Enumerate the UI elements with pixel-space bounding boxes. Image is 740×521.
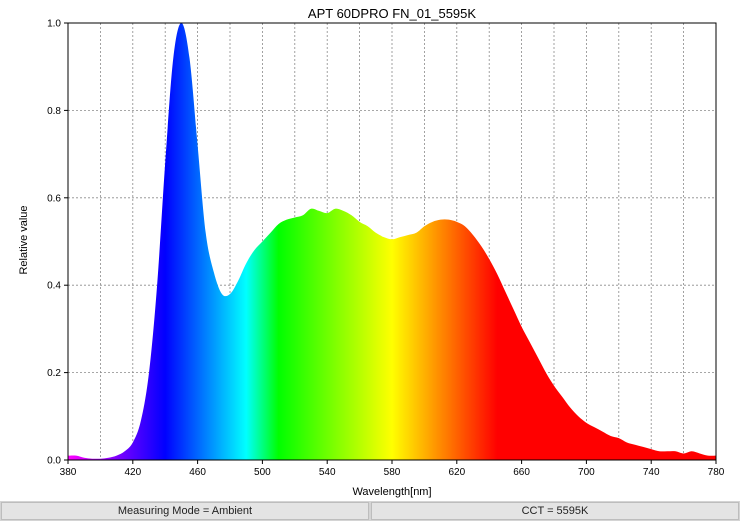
- x-tick-label: 740: [643, 467, 660, 478]
- y-tick-label: 0.0: [47, 456, 61, 467]
- x-axis-title: Wavelength[nm]: [352, 486, 431, 498]
- x-tick-label: 540: [319, 467, 336, 478]
- measuring-mode-field: Measuring Mode = Ambient: [1, 502, 369, 520]
- y-axis-title: Relative value: [18, 205, 30, 274]
- x-tick-label: 620: [448, 467, 465, 478]
- cct-field: CCT = 5595K: [371, 502, 739, 520]
- y-tick-label: 0.8: [47, 106, 61, 117]
- x-tick-label: 660: [513, 467, 530, 478]
- y-tick-label: 1.0: [47, 19, 61, 30]
- y-tick-label: 0.4: [47, 281, 61, 292]
- x-axis-ticks: 380 420 460 500 540 580 620 660 700 740 780: [60, 460, 725, 478]
- chart-title: APT 60DPRO FN_01_5595K: [308, 6, 476, 21]
- spectrum-area-series: [68, 23, 716, 460]
- x-tick-label: 380: [60, 467, 77, 478]
- x-tick-label: 460: [189, 467, 206, 478]
- y-tick-label: 0.2: [47, 368, 61, 379]
- x-tick-label: 780: [708, 467, 725, 478]
- y-axis-ticks: 0.0 0.2 0.4 0.6 0.8 1.0: [47, 19, 68, 467]
- x-tick-label: 700: [578, 467, 595, 478]
- x-tick-label: 580: [384, 467, 401, 478]
- x-tick-label: 420: [124, 467, 141, 478]
- spectrum-chart: APT 60DPRO FN_01_5595K 380 420 460 500 540 58…: [18, 6, 725, 498]
- x-tick-label: 500: [254, 467, 271, 478]
- status-bar: Measuring Mode = Ambient CCT = 5595K: [0, 501, 740, 521]
- y-tick-label: 0.6: [47, 193, 61, 204]
